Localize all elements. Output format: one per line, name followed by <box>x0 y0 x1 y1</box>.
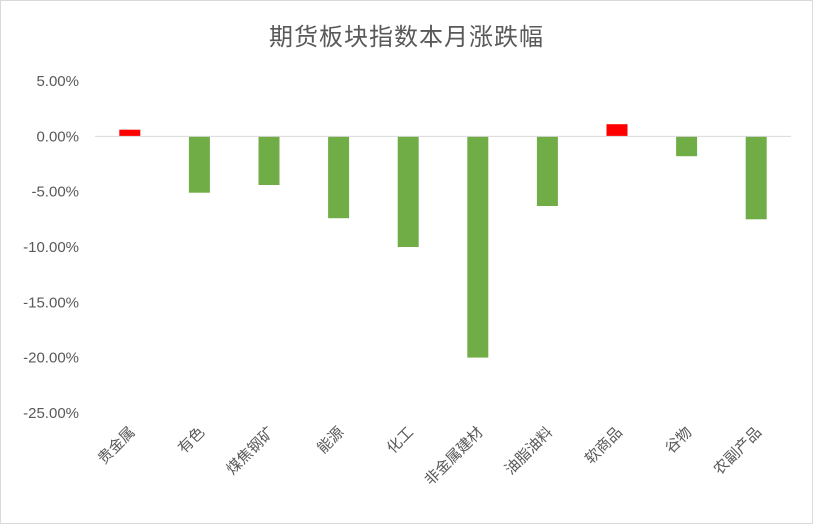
y-tick-label: -5.00% <box>31 184 79 201</box>
bar-9 <box>745 136 767 220</box>
x-category-label: 非金属建材 <box>421 423 487 489</box>
x-category-label: 能源 <box>313 423 347 457</box>
bar-5 <box>467 136 489 358</box>
x-category-label: 化工 <box>383 423 417 457</box>
bar-3 <box>328 136 350 219</box>
y-tick-label: -25.00% <box>23 405 79 422</box>
bar-8 <box>676 136 698 157</box>
x-category-label: 油脂油料 <box>501 423 556 478</box>
bar-0 <box>119 129 141 137</box>
y-tick-label: -10.00% <box>23 239 79 256</box>
bar-2 <box>258 136 280 185</box>
y-tick-label: 5.00% <box>36 73 79 90</box>
x-category-label: 贵金属 <box>94 423 139 468</box>
x-category-label: 煤焦钢矿 <box>223 423 278 478</box>
bar-4 <box>397 136 419 247</box>
bar-7 <box>606 124 628 137</box>
x-category-label: 软商品 <box>581 423 626 468</box>
bar-1 <box>188 136 210 193</box>
x-category-label: 有色 <box>174 423 208 457</box>
x-category-label: 农副产品 <box>710 423 765 478</box>
x-category-label: 谷物 <box>661 423 695 457</box>
y-tick-label: -15.00% <box>23 294 79 311</box>
bar-6 <box>536 136 558 206</box>
y-tick-label: -20.00% <box>23 350 79 367</box>
chart-title: 期货板块指数本月涨跌幅 <box>269 23 544 51</box>
y-tick-label: 0.00% <box>36 128 79 145</box>
